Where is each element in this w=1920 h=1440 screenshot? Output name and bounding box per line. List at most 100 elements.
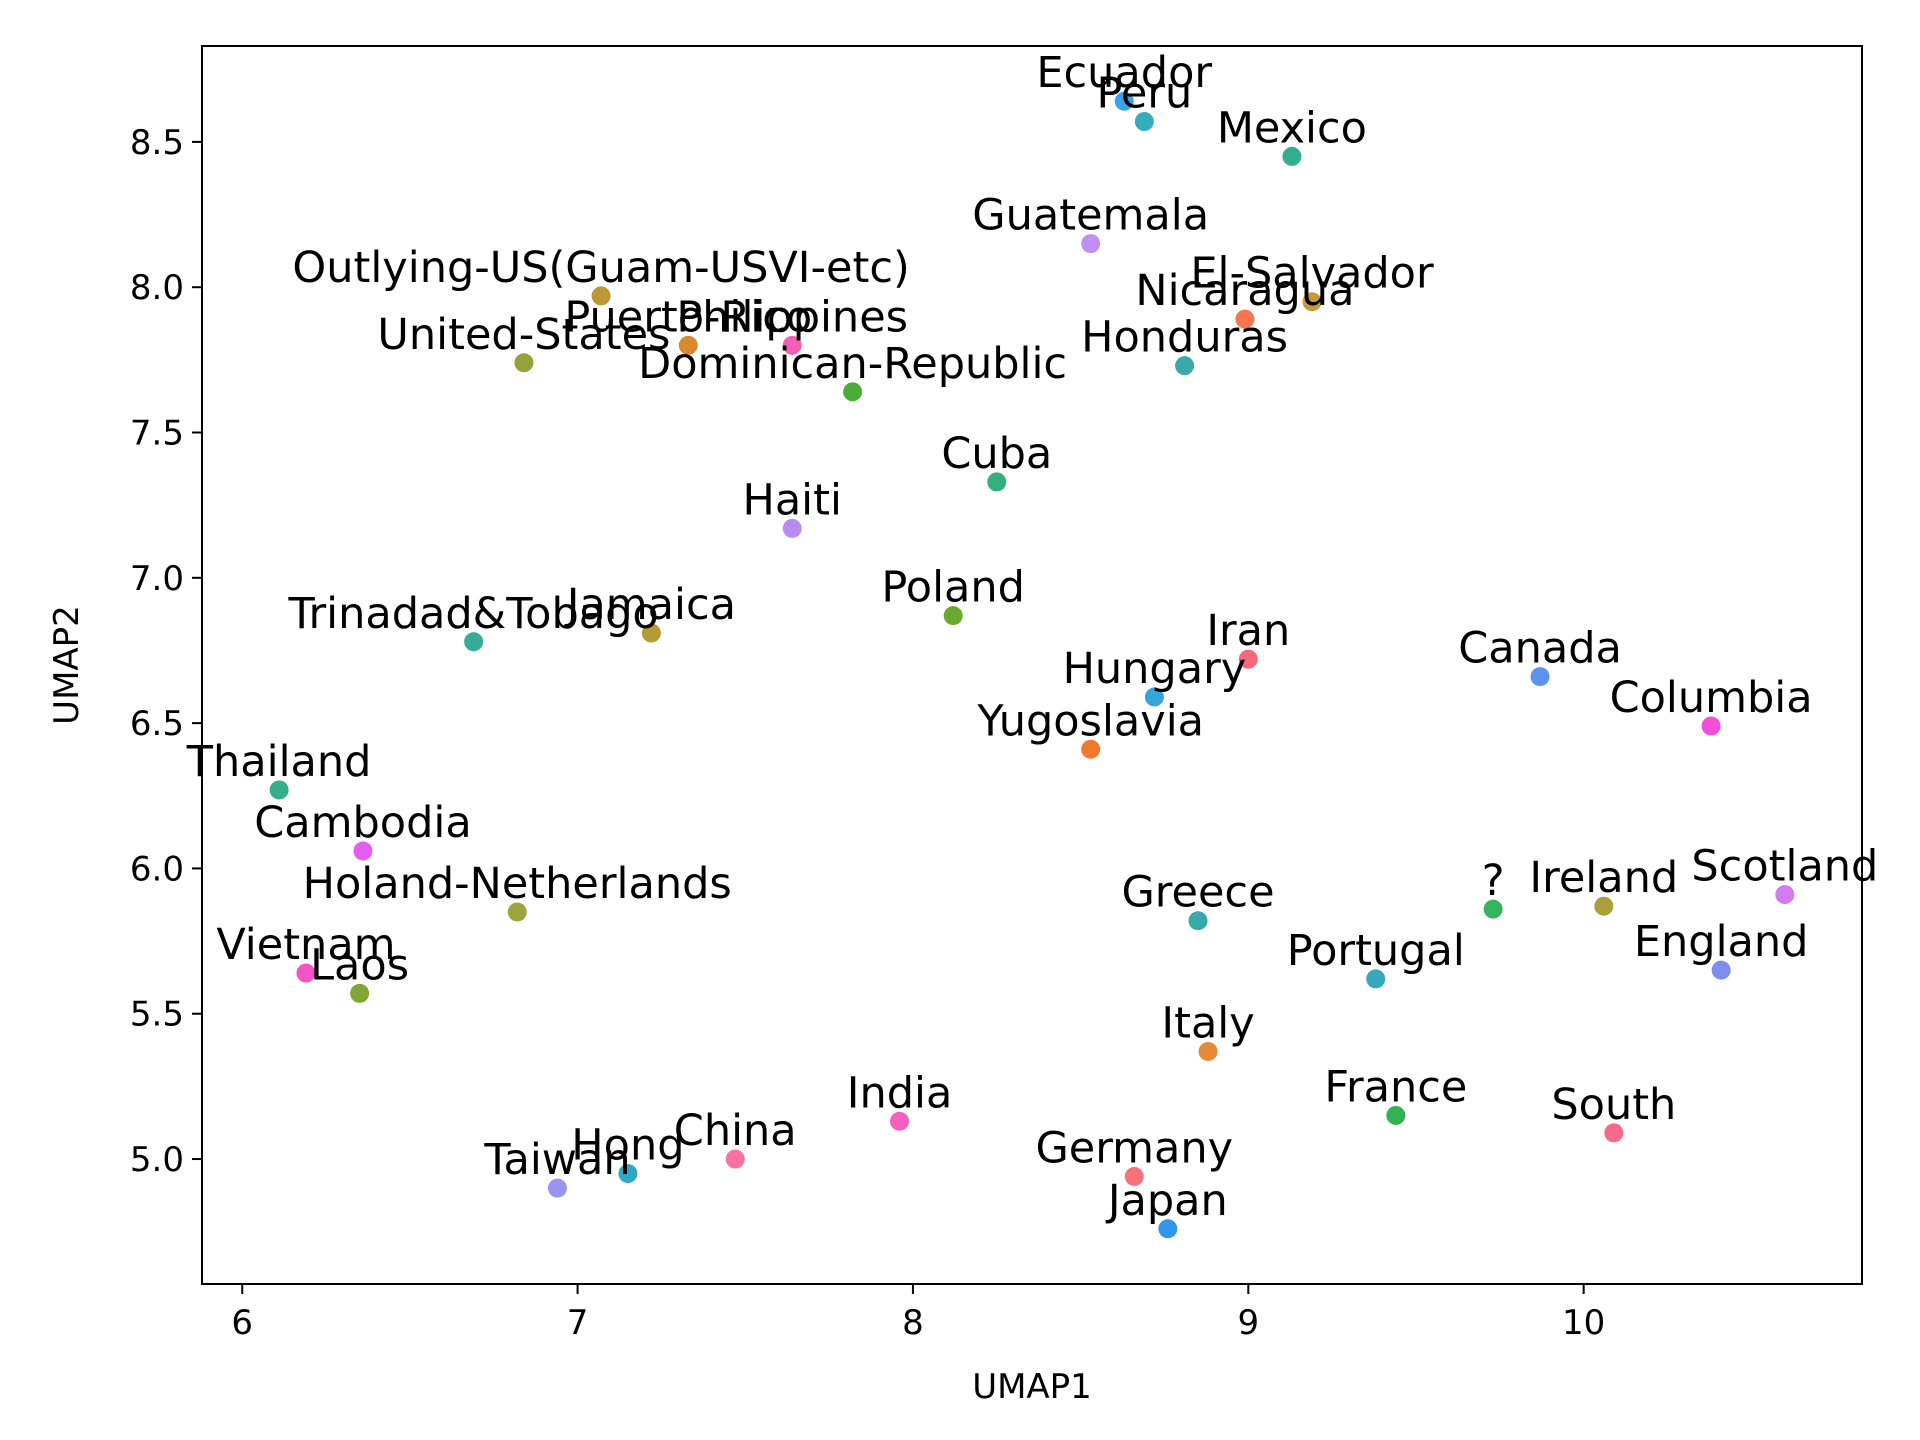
data-point	[1302, 292, 1322, 312]
data-point	[1701, 716, 1721, 736]
data-point	[1594, 896, 1614, 916]
x-tick-label: 8	[902, 1303, 924, 1343]
data-point	[782, 335, 802, 355]
data-point	[514, 353, 534, 373]
point-label: Hungary	[1063, 644, 1247, 694]
data-point	[1775, 885, 1795, 905]
data-point	[987, 472, 1007, 492]
point-label: China	[674, 1106, 797, 1156]
data-point	[591, 286, 611, 306]
data-point	[1188, 911, 1208, 931]
data-point	[641, 623, 661, 643]
y-tick-label: 8.0	[130, 268, 184, 308]
point-label: Cambodia	[254, 798, 471, 848]
point-label: Haiti	[743, 475, 842, 525]
data-point	[269, 780, 289, 800]
point-label: Japan	[1105, 1176, 1228, 1226]
y-tick-label: 6.0	[130, 849, 184, 889]
data-point	[547, 1178, 567, 1198]
data-point	[464, 632, 484, 652]
data-point	[1366, 969, 1386, 989]
data-point	[1604, 1123, 1624, 1143]
point-label: Cuba	[941, 429, 1052, 479]
data-point	[1134, 112, 1154, 132]
data-point	[1282, 146, 1302, 166]
point-label: Honduras	[1081, 313, 1288, 363]
point-label: South	[1551, 1080, 1676, 1130]
point-label: Dominican-Republic	[638, 339, 1067, 389]
data-point	[1114, 91, 1134, 111]
point-label: England	[1634, 917, 1809, 967]
data-point	[1124, 1166, 1144, 1186]
data-point	[507, 902, 527, 922]
data-point	[782, 518, 802, 538]
data-point	[1711, 960, 1731, 980]
point-label: Puerto-Rico	[564, 292, 812, 342]
y-tick-label: 7.5	[130, 414, 184, 454]
point-label: ?	[1482, 856, 1505, 906]
x-axis-ticks: 6 7 8 9 10	[231, 1284, 1605, 1343]
point-label: Portugal	[1287, 926, 1465, 976]
points-layer	[269, 91, 1795, 1239]
data-point	[678, 335, 698, 355]
x-tick-label: 6	[231, 1303, 253, 1343]
data-point	[843, 382, 863, 402]
data-point	[725, 1149, 745, 1169]
x-axis-label: UMAP1	[972, 1367, 1092, 1407]
point-label: Trinadad&Tobago	[288, 589, 659, 639]
data-point	[1158, 1219, 1178, 1239]
data-point	[618, 1164, 638, 1184]
point-label: Laos	[310, 940, 409, 990]
point-label: Hong	[571, 1121, 684, 1171]
point-label: Ireland	[1529, 853, 1678, 903]
point-label: Iran	[1206, 606, 1290, 656]
data-point	[890, 1111, 910, 1131]
data-point	[353, 841, 373, 861]
data-point	[1386, 1105, 1406, 1125]
x-tick-label: 7	[567, 1303, 589, 1343]
y-axis-ticks: 5.0 5.5 6.0 6.5 7.0 7.5 8.0 8.5	[130, 123, 202, 1180]
data-point	[1483, 899, 1503, 919]
y-tick-label: 8.5	[130, 123, 184, 163]
point-label: Taiwan	[483, 1135, 630, 1185]
point-label: Yugoslavia	[976, 696, 1204, 746]
point-label: Canada	[1458, 624, 1622, 674]
y-tick-label: 6.5	[130, 704, 184, 744]
point-label: India	[847, 1068, 953, 1118]
point-label: Greece	[1121, 868, 1274, 918]
point-label: Mexico	[1217, 103, 1367, 153]
point-label: Nicaragua	[1135, 266, 1354, 316]
point-label: France	[1324, 1062, 1467, 1112]
point-label: Peru	[1096, 69, 1192, 119]
point-label: El-Salvador	[1190, 249, 1434, 299]
plot-area-frame	[201, 45, 1863, 1285]
point-label: Jamaica	[564, 580, 736, 630]
data-point	[1081, 739, 1101, 759]
y-tick-label: 7.0	[130, 559, 184, 599]
data-point	[350, 983, 370, 1003]
point-label: Vietnam	[216, 920, 395, 970]
point-label: Guatemala	[972, 191, 1209, 241]
data-point	[1235, 309, 1255, 329]
y-axis-label: UMAP2	[47, 605, 87, 725]
point-label: Outlying-US(Guam-USVI-etc)	[292, 243, 909, 293]
point-label: Philippines	[676, 292, 908, 342]
y-tick-label: 5.0	[130, 1140, 184, 1180]
data-point	[1175, 356, 1195, 376]
data-point	[1238, 649, 1258, 669]
data-point	[1198, 1042, 1218, 1062]
point-label: Holand-Netherlands	[303, 859, 732, 909]
point-label: Scotland	[1691, 842, 1878, 892]
point-label: Columbia	[1610, 673, 1813, 723]
point-label: United-States	[377, 310, 670, 360]
data-point	[1144, 687, 1164, 707]
point-label: Poland	[881, 563, 1025, 613]
point-label: Thailand	[186, 737, 372, 787]
point-label: Italy	[1161, 999, 1254, 1049]
x-tick-label: 10	[1562, 1303, 1605, 1343]
data-point	[1530, 667, 1550, 687]
data-point	[1081, 234, 1101, 254]
